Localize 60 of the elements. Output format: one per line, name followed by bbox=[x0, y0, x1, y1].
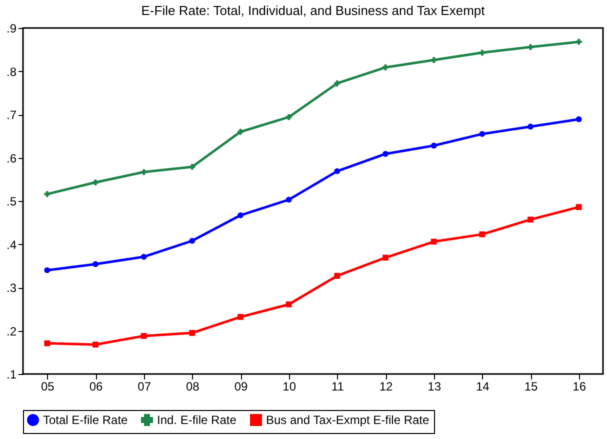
point bbox=[44, 340, 50, 346]
point bbox=[334, 272, 340, 279]
point bbox=[44, 191, 50, 198]
point bbox=[140, 169, 147, 175]
point bbox=[576, 204, 582, 210]
point bbox=[238, 314, 244, 320]
point bbox=[382, 150, 388, 157]
point bbox=[479, 50, 486, 56]
point bbox=[430, 142, 437, 149]
x-tick-label: 15 bbox=[524, 380, 538, 394]
y-tick-label: .4 bbox=[6, 238, 17, 252]
y-tick-label: .6 bbox=[6, 151, 17, 166]
point bbox=[382, 254, 388, 261]
chart-title: E-File Rate: Total, Individual, and Business and Tax Exempt bbox=[141, 3, 486, 18]
point bbox=[189, 238, 196, 244]
x-tick-label: 10 bbox=[282, 380, 296, 394]
x-tick-label: 07 bbox=[138, 380, 152, 394]
point bbox=[334, 80, 340, 86]
point bbox=[286, 114, 292, 120]
point bbox=[334, 168, 340, 174]
y-tick-label: .2 bbox=[6, 324, 17, 338]
point bbox=[92, 342, 98, 348]
x-tick-label: 05 bbox=[40, 380, 55, 394]
point bbox=[44, 267, 50, 274]
x-tick-label: 09 bbox=[234, 380, 248, 394]
point bbox=[576, 116, 582, 122]
point bbox=[576, 38, 582, 45]
x-tick-label: 13 bbox=[428, 380, 442, 394]
point bbox=[528, 216, 534, 223]
legend-label: Ind. E-file Rate bbox=[157, 413, 237, 427]
point bbox=[430, 57, 437, 63]
x-tick-label: 08 bbox=[186, 380, 200, 394]
point bbox=[479, 131, 486, 137]
point bbox=[382, 64, 388, 70]
point bbox=[238, 212, 244, 218]
y-tick-label: .7 bbox=[6, 108, 17, 122]
x-tick-label: 06 bbox=[89, 380, 103, 394]
x-tick-label: 12 bbox=[379, 380, 393, 394]
y-tick-label: .1 bbox=[6, 368, 17, 382]
point bbox=[286, 301, 292, 308]
point bbox=[189, 330, 196, 336]
point bbox=[286, 196, 292, 203]
point bbox=[430, 238, 437, 245]
point bbox=[189, 164, 196, 170]
point bbox=[92, 261, 98, 268]
legend-label: Total E-file Rate bbox=[43, 413, 128, 427]
point bbox=[140, 254, 147, 260]
y-tick-label: .9 bbox=[6, 22, 17, 36]
y-tick-label: .3 bbox=[6, 281, 17, 295]
x-tick-label: 14 bbox=[476, 380, 490, 394]
y-tick-label: .5 bbox=[6, 194, 17, 208]
point bbox=[92, 179, 98, 186]
x-tick-label: 16 bbox=[572, 380, 586, 394]
point bbox=[528, 124, 534, 130]
y-tick-label: .8 bbox=[6, 64, 17, 79]
point bbox=[140, 332, 147, 339]
x-tick-label: 11 bbox=[331, 380, 344, 394]
point bbox=[479, 231, 486, 238]
legend-label: Bus and Tax-Exmpt E-file Rate bbox=[266, 413, 430, 427]
point bbox=[238, 128, 244, 135]
